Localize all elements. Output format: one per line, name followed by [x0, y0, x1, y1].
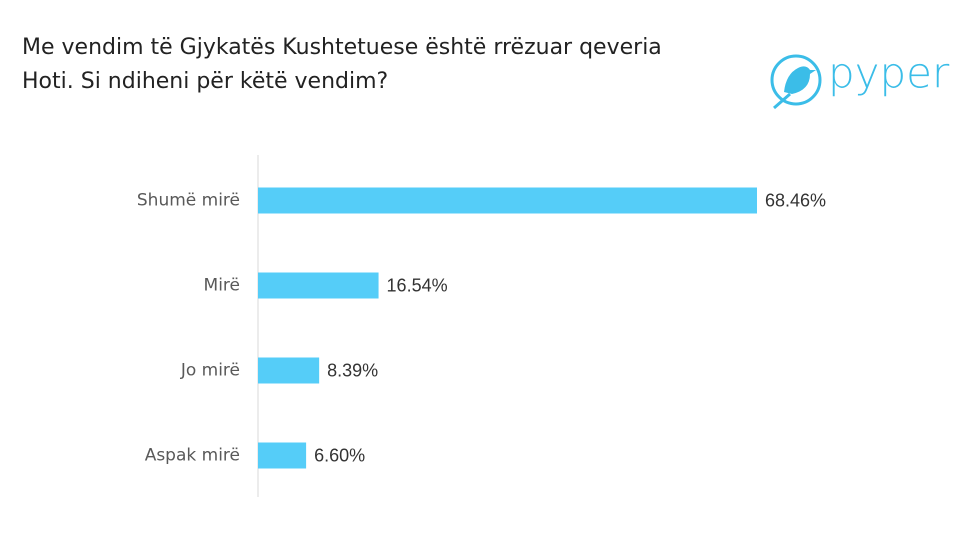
category-label: Aspak mirë [145, 446, 240, 466]
logo-icon [770, 54, 822, 110]
category-label: Jo mirë [180, 361, 240, 381]
chart-title: Me vendim të Gjykatës Kushtetuese është … [22, 35, 662, 60]
category-label: Mirë [204, 276, 240, 296]
bar [258, 272, 379, 299]
value-label: 68.46% [765, 190, 826, 210]
value-label: 16.54% [387, 275, 448, 295]
value-label: 8.39% [327, 360, 378, 380]
bar [258, 357, 320, 384]
category-label: Shumë mirë [137, 191, 240, 211]
value-label: 6.60% [314, 445, 365, 465]
logo-text: pyper [828, 49, 950, 98]
chart-title: Hoti. Si ndiheni për këtë vendim? [22, 69, 388, 94]
bar [258, 442, 307, 469]
bar [258, 187, 757, 214]
